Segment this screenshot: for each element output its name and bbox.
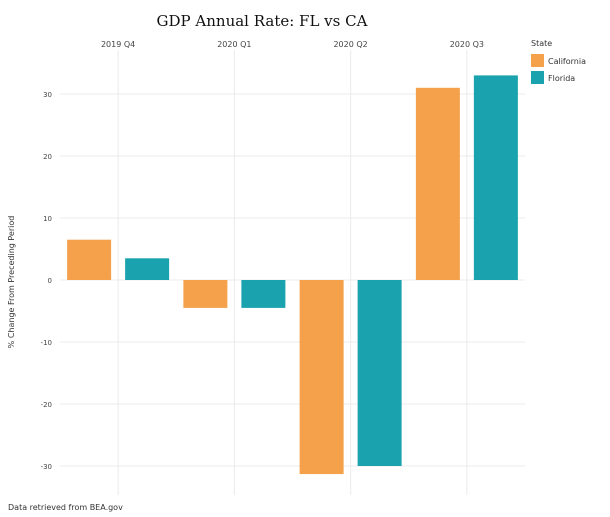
y-tick-label: -20 [41,401,52,409]
chart-title: GDP Annual Rate: FL vs CA [157,12,368,30]
legend-swatch [531,71,544,84]
bar-florida [357,280,402,466]
y-axis-label: % Change From Preceding Period [7,216,16,349]
bar-florida [473,75,518,281]
category-label: 2020 Q2 [333,40,367,49]
legend-title: State [531,39,552,48]
y-tick-label: 30 [43,91,52,99]
legend-label: Florida [548,74,575,83]
bar-california [415,87,460,280]
bar-california [183,280,228,308]
y-tick-label: 0 [48,277,52,285]
y-tick-labels: -30 -20 -10 0 10 20 30 [41,91,52,471]
bar-california [299,280,344,475]
y-tick-label: 20 [43,153,52,161]
category-label: 2020 Q3 [450,40,484,49]
category-label: 2020 Q1 [217,40,251,49]
legend-swatch [531,54,544,67]
y-tick-label: -30 [41,463,52,471]
bar-california [67,239,112,280]
legend-label: California [548,57,586,66]
grid-lines [60,50,525,495]
legend: State California Florida [531,39,586,84]
category-label: 2019 Q4 [101,40,135,49]
bar-florida [241,280,286,308]
bar-florida [125,258,170,280]
category-labels: 2019 Q4 2020 Q1 2020 Q2 2020 Q3 [101,40,484,49]
y-tick-label: -10 [41,339,52,347]
caption: Data retrieved from BEA.gov [8,503,123,512]
y-tick-label: 10 [43,215,52,223]
bars [67,75,518,475]
